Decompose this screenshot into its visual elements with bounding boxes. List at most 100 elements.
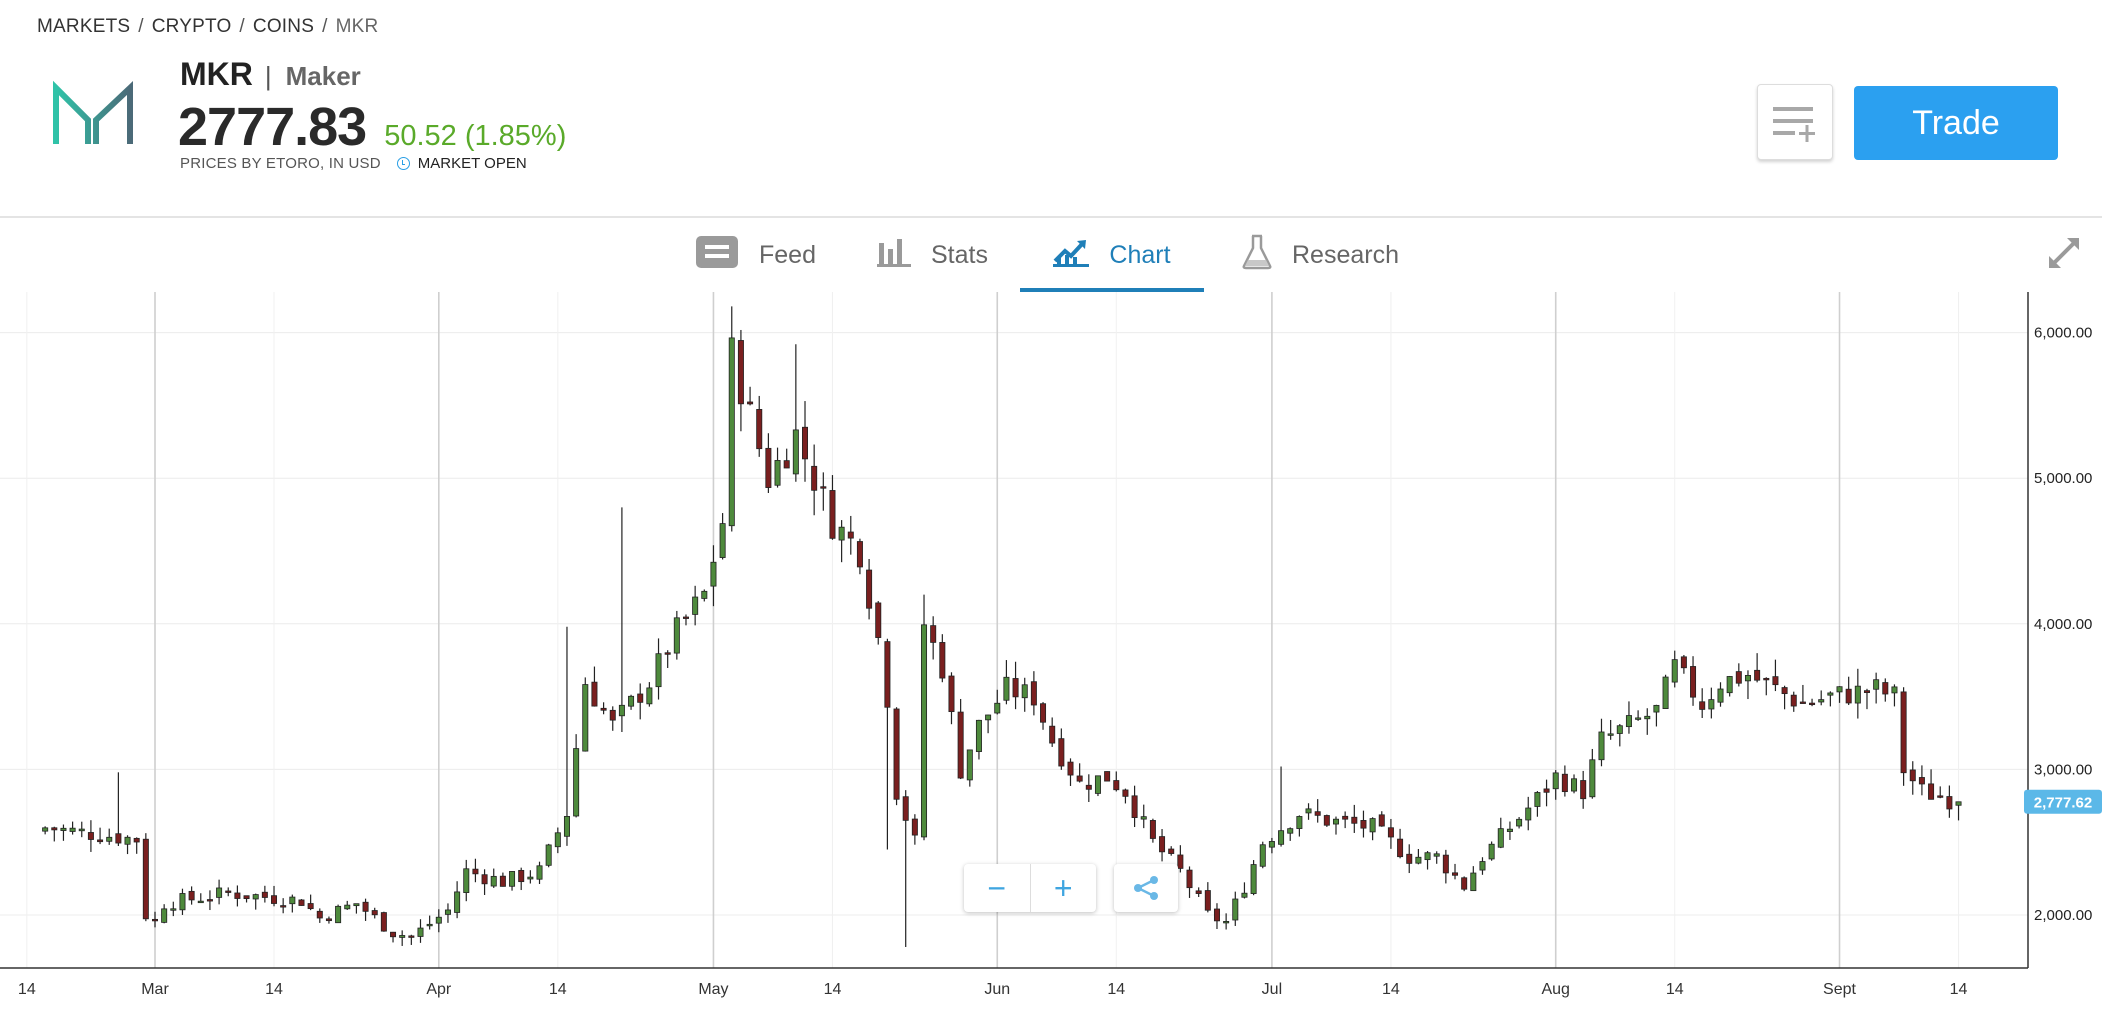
add-to-watchlist-button[interactable] [1757, 84, 1833, 160]
candle-body [554, 832, 561, 848]
share-icon [1134, 876, 1158, 900]
candle-body [582, 684, 589, 752]
candle-body [1580, 780, 1587, 800]
y-tick-label: 2,000.00 [2034, 907, 2092, 924]
candle-body [1003, 676, 1010, 701]
tab-chart[interactable]: Chart [1020, 218, 1204, 292]
candle-body [243, 895, 250, 900]
candle-body [1360, 820, 1367, 829]
candle-body [426, 923, 433, 927]
candle-body [1415, 856, 1422, 864]
zoom-divider [1029, 864, 1031, 912]
candle-body [1616, 725, 1623, 734]
candle-body [344, 904, 351, 910]
stats-icon [877, 237, 911, 274]
candle-body [435, 916, 442, 924]
candle-body [1259, 844, 1266, 867]
candle-body [1323, 815, 1330, 826]
candle-body [545, 844, 552, 866]
x-tick-label: 14 [18, 981, 36, 998]
flask-icon [1242, 234, 1272, 277]
breadcrumb-markets[interactable]: MARKETS [37, 16, 131, 37]
candle-body [1625, 715, 1632, 728]
candle-body [1534, 792, 1541, 807]
clock-icon [396, 157, 410, 170]
x-tick-label: 14 [549, 981, 567, 998]
breadcrumb-crypto[interactable]: CRYPTO [151, 16, 232, 37]
candle-body [161, 908, 168, 923]
candle-body [1250, 864, 1257, 894]
candle-body [802, 426, 809, 460]
candle-body [1470, 872, 1477, 892]
candle-body [1369, 818, 1376, 833]
candle-body [97, 839, 104, 843]
candle-body [1479, 861, 1486, 871]
candle-body [1690, 666, 1697, 698]
candle-body [1955, 801, 1962, 806]
candle-body [1223, 921, 1230, 924]
candle-body [408, 935, 415, 938]
y-tick-label: 4,000.00 [2034, 616, 2092, 633]
candle-body [921, 624, 928, 838]
candle-body [966, 749, 973, 781]
candle-body [536, 865, 543, 880]
candle-body [765, 447, 772, 488]
candle-body [1040, 703, 1047, 723]
candle-body [1497, 828, 1504, 848]
candle-body [1076, 775, 1083, 782]
candle-body [51, 827, 58, 831]
candle-body [1085, 784, 1092, 790]
candle-body [1342, 815, 1349, 820]
candle-body [847, 531, 854, 539]
candle-body [719, 523, 726, 558]
candle-body [42, 827, 49, 832]
candle-body [335, 905, 342, 924]
tab-feed[interactable]: Feed [695, 218, 816, 292]
candle-body [1827, 692, 1834, 696]
candle-body [646, 687, 653, 705]
candle-body [142, 838, 149, 920]
candle-body [792, 429, 799, 475]
trade-button[interactable]: Trade [1854, 86, 2058, 160]
candle-body [609, 709, 616, 721]
candle-body [115, 833, 122, 844]
y-tick-label: 5,000.00 [2034, 470, 2092, 487]
candle-body [563, 816, 570, 837]
candle-body [1946, 796, 1953, 810]
candle-body [463, 868, 470, 894]
candle-body [1744, 675, 1751, 682]
expand-icon[interactable] [2047, 236, 2081, 270]
instrument-tabs: Feed Stats Chart Research [0, 218, 2102, 292]
y-tick-label: 3,000.00 [2034, 761, 2092, 778]
candle-body [1131, 795, 1138, 818]
zoom-in-button[interactable]: + [1030, 864, 1096, 912]
price-chart[interactable]: 2,000.00 3,000.00 4,000.00 5,000.00 6,000.00… [0, 292, 2102, 1012]
candle-body [1854, 685, 1861, 704]
candle-body [499, 875, 506, 887]
tab-stats[interactable]: Stats [877, 218, 988, 292]
instrument-name: Maker [285, 61, 361, 91]
share-button[interactable] [1114, 864, 1178, 912]
zoom-controls: − + [964, 864, 1096, 912]
candle-body [728, 337, 735, 527]
candle-body [271, 895, 278, 904]
tab-research[interactable]: Research [1242, 218, 1399, 292]
candle-body [1671, 659, 1678, 683]
zoom-out-button[interactable]: − [964, 864, 1030, 912]
candle-body [1607, 733, 1614, 736]
last-price-tag [2024, 789, 2102, 814]
candle-body [875, 602, 882, 638]
candle-body [783, 460, 790, 469]
breadcrumb-coins[interactable]: COINS [252, 16, 315, 37]
candle-body [78, 828, 85, 832]
candle-body [1818, 699, 1825, 703]
candle-body [1213, 908, 1220, 922]
candle-body [1589, 759, 1596, 798]
candle-body [316, 910, 323, 919]
candle-body [362, 901, 369, 912]
candle-body [1021, 684, 1028, 699]
breadcrumb: MARKETS / CRYPTO / COINS / MKR [37, 16, 379, 37]
candle-body [179, 893, 186, 911]
candle-body [1552, 772, 1559, 790]
candle-body [289, 896, 296, 905]
